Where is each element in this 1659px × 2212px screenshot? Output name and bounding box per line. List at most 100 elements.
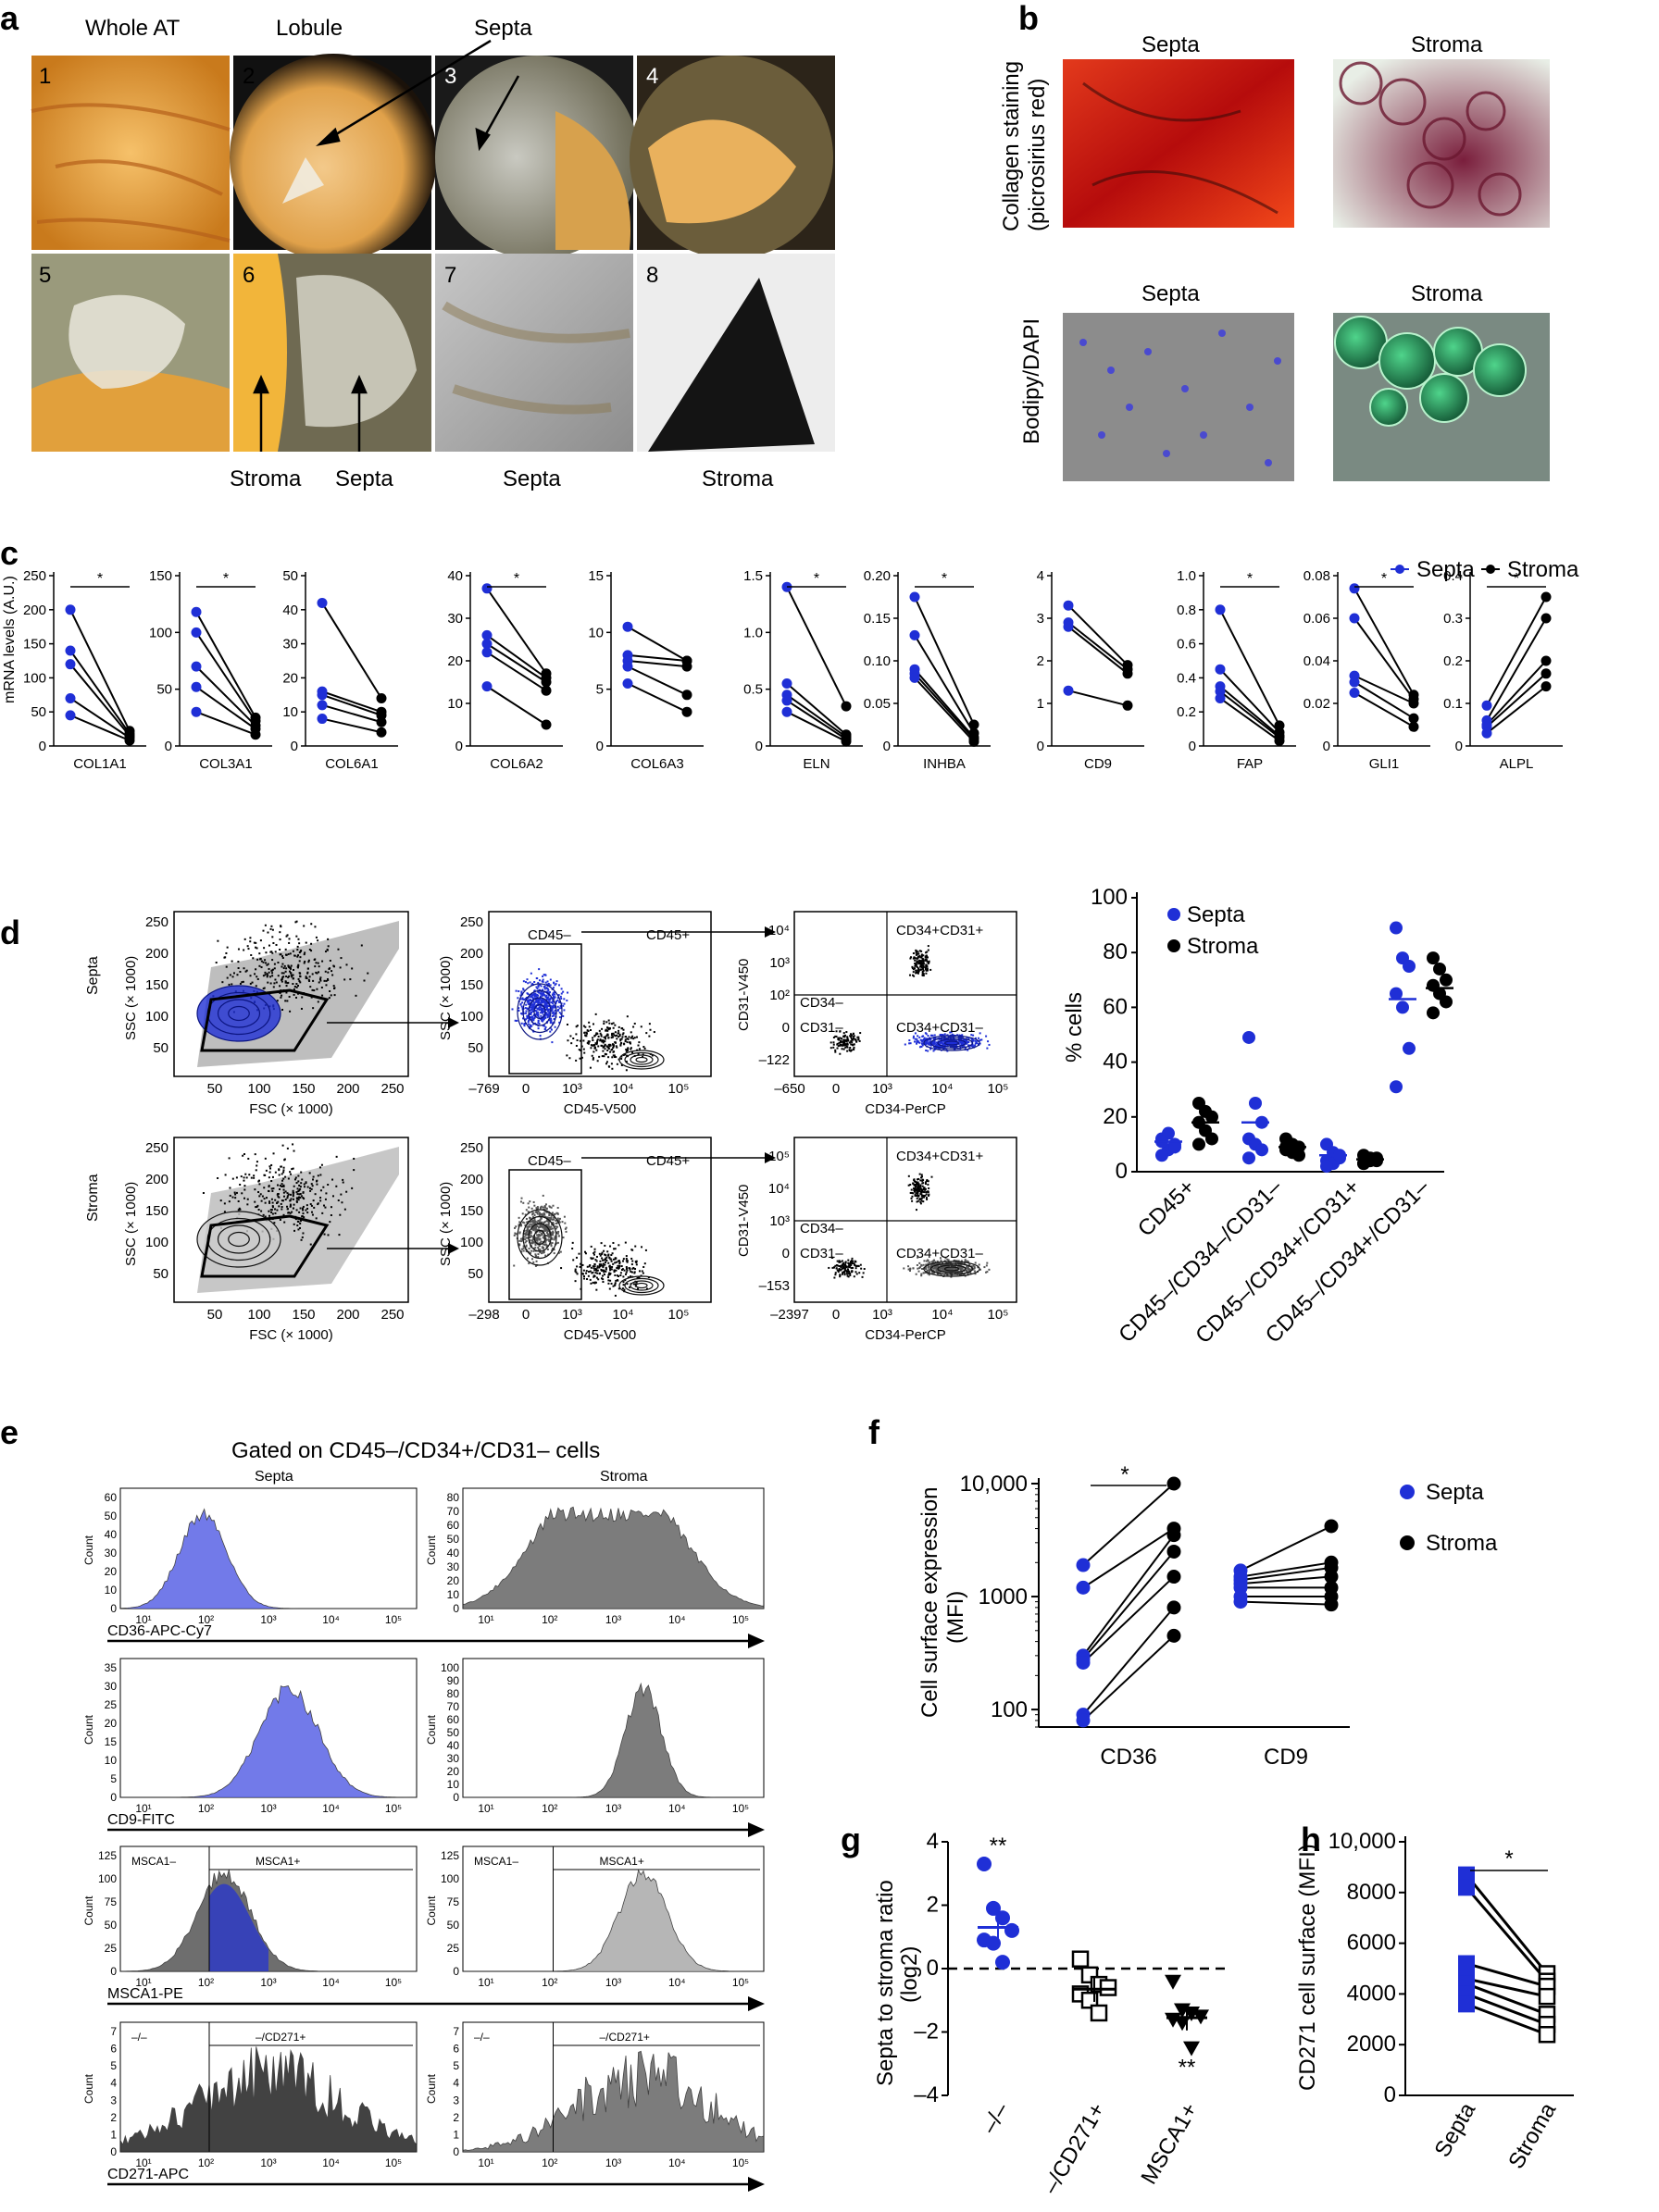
stroma-point <box>1540 613 1552 624</box>
event-dot <box>514 1019 517 1022</box>
event-dot <box>924 959 927 962</box>
event-dot <box>835 1030 838 1033</box>
event-dot <box>537 998 540 1000</box>
stroma-point <box>841 736 852 747</box>
y-tick-label: 200 <box>23 603 46 618</box>
event-dot <box>842 1044 844 1047</box>
septa-point <box>1349 677 1360 688</box>
event-dot <box>925 972 928 975</box>
event-dot <box>324 951 327 953</box>
event-dot <box>926 1178 929 1181</box>
d-row-septa: Septa <box>85 956 101 995</box>
event-dot <box>624 1241 627 1244</box>
event-dot <box>551 993 554 996</box>
event-dot <box>342 1178 344 1181</box>
event-dot <box>637 1052 640 1055</box>
event-dot <box>271 1201 274 1204</box>
event-dot <box>243 1179 245 1182</box>
event-dot <box>912 1192 915 1195</box>
event-dot <box>924 956 927 959</box>
event-dot <box>951 1265 954 1268</box>
event-dot <box>626 1038 629 1040</box>
event-dot <box>538 1235 541 1237</box>
event-dot <box>575 1059 578 1062</box>
event-dot <box>258 1179 261 1182</box>
event-dot <box>316 972 318 975</box>
event-dot <box>548 1000 551 1003</box>
contour <box>635 1282 648 1289</box>
event-dot <box>921 1042 924 1045</box>
panel-a: a Whole AT Lobule Septa 1 2 3 4 <box>0 0 835 491</box>
event-dot <box>593 1269 596 1272</box>
event-dot <box>281 1179 284 1182</box>
event-dot <box>940 1033 942 1036</box>
event-dot <box>530 1018 533 1021</box>
event-dot <box>575 1044 578 1047</box>
event-dot <box>953 1038 955 1040</box>
septa-point <box>481 629 493 640</box>
event-dot <box>625 1255 628 1258</box>
panel-e-letter: e <box>0 1413 19 1451</box>
contour <box>517 1209 563 1266</box>
event-dot <box>594 1272 597 1274</box>
event-dot <box>309 1203 312 1206</box>
event-dot <box>974 1273 977 1275</box>
septa-point <box>1349 688 1360 698</box>
event-dot <box>578 1049 580 1051</box>
event-dot <box>960 1269 963 1272</box>
event-dot <box>310 1211 313 1213</box>
event-dot <box>911 1195 914 1198</box>
pair-line <box>1465 1873 1549 1975</box>
event-dot <box>320 987 323 989</box>
event-dot <box>837 1037 840 1039</box>
event-dot <box>592 1281 594 1284</box>
event-dot <box>605 1266 607 1269</box>
event-dot <box>946 1265 949 1268</box>
x-tick-label: 10³ <box>260 1613 276 1626</box>
event-dot <box>533 1223 536 1225</box>
event-dot <box>552 987 555 989</box>
event-dot <box>959 1038 962 1040</box>
x-tick-label: 10² <box>542 1613 557 1626</box>
event-dot <box>922 958 925 961</box>
event-dot <box>834 1274 837 1276</box>
event-dot <box>327 978 330 981</box>
event-dot <box>563 1009 566 1012</box>
event-dot <box>940 1257 942 1260</box>
event-dot <box>533 1001 536 1004</box>
y-tick-label: 100 <box>441 1872 459 1885</box>
event-dot <box>520 991 523 994</box>
f-legend-stroma: Stroma <box>1426 1531 1498 1556</box>
event-dot <box>530 984 533 987</box>
event-dot <box>533 1204 536 1207</box>
event-dot <box>295 935 298 938</box>
event-dot <box>631 1035 634 1038</box>
event-dot <box>541 1224 543 1227</box>
event-dot <box>539 1219 542 1222</box>
septa-point <box>1458 1955 1475 1972</box>
event-dot <box>926 951 929 953</box>
y-tick-label: 150 <box>145 1203 168 1219</box>
event-dot <box>533 1226 536 1229</box>
event-dot <box>527 1233 530 1236</box>
stroma-point <box>1408 698 1419 709</box>
event-dot <box>624 1040 627 1043</box>
event-dot <box>932 1038 935 1040</box>
event-dot <box>839 1044 842 1047</box>
y-tick-label: 40 <box>447 1739 460 1752</box>
y-tick-label: –4 <box>914 2082 939 2107</box>
event-dot <box>925 965 928 968</box>
event-dot <box>534 1223 537 1225</box>
arrows-a <box>253 39 520 452</box>
c-ylabel: mRNA levels (A.U.) <box>2 576 18 703</box>
cd34-ylabel: CD31-V450 <box>736 959 752 1031</box>
quad-label: CD34+CD31+ <box>896 1149 983 1164</box>
event-dot <box>537 986 540 988</box>
event-dot <box>271 968 274 971</box>
event-dot <box>922 975 925 977</box>
event-dot <box>327 945 330 948</box>
event-dot <box>256 977 259 980</box>
